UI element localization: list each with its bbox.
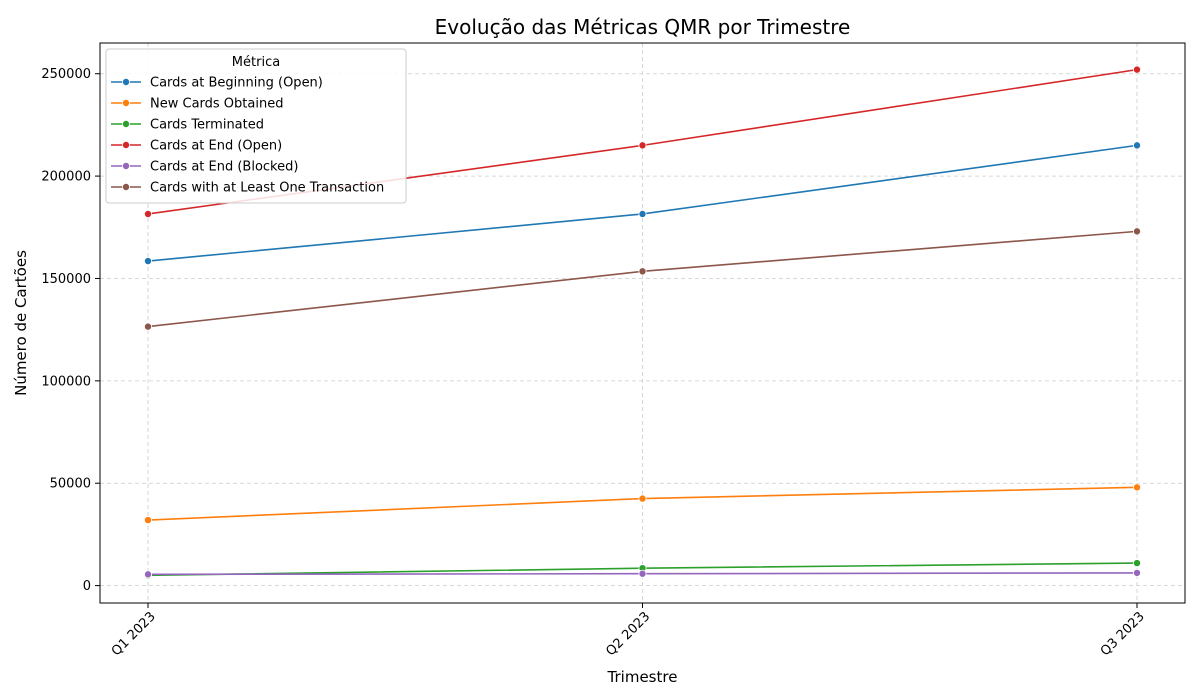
legend-swatch-marker — [122, 78, 131, 87]
data-point — [1133, 483, 1142, 492]
y-tick-label: 50000 — [50, 477, 91, 492]
data-point — [638, 209, 647, 218]
legend-title: Métrica — [232, 55, 280, 70]
legend-box — [105, 48, 407, 204]
legend-swatch-marker — [122, 99, 131, 108]
data-point — [1133, 227, 1142, 236]
data-point — [143, 516, 152, 525]
data-point — [143, 209, 152, 218]
legend-items: Cards at Beginning (Open) New Cards Obtai… — [111, 76, 384, 196]
y-tick-label: 250000 — [41, 67, 91, 82]
legend-swatch-marker — [122, 140, 131, 149]
y-axis-label: Número de Cartões — [12, 250, 30, 396]
legend-label: Cards at End (Open) — [150, 139, 282, 154]
data-point — [143, 257, 152, 266]
x-axis-ticks: Q1 2023 Q2 2023 Q3 2023 — [109, 603, 1148, 659]
y-tick-label: 100000 — [41, 374, 91, 389]
legend-item: Cards at End (Blocked) — [111, 160, 298, 175]
y-tick-label: 200000 — [41, 170, 91, 185]
series-4 — [143, 568, 1142, 579]
legend-item: Cards Terminated — [111, 118, 264, 133]
data-point — [638, 569, 647, 578]
legend-swatch-marker — [122, 182, 131, 191]
data-point — [143, 322, 152, 331]
data-point — [1133, 568, 1142, 577]
chart-title: Evolução das Métricas QMR por Trimestre — [435, 15, 851, 39]
y-tick-label: 0 — [83, 579, 91, 594]
x-tick-label: Q3 2023 — [1098, 609, 1148, 659]
x-axis-label: Trimestre — [607, 668, 678, 686]
data-point — [638, 267, 647, 276]
x-tick-label: Q2 2023 — [603, 609, 653, 659]
legend-label: Cards at Beginning (Open) — [150, 76, 323, 91]
x-tick-label: Q1 2023 — [109, 609, 159, 659]
data-point — [1133, 559, 1142, 568]
data-point — [638, 141, 647, 150]
legend-item: Cards with at Least One Transaction — [111, 181, 384, 196]
y-tick-label: 150000 — [41, 272, 91, 287]
series-5 — [143, 227, 1142, 331]
data-point — [1133, 65, 1142, 74]
data-point — [143, 570, 152, 579]
legend-item: Cards at End (Open) — [111, 139, 282, 154]
legend-swatch-marker — [122, 161, 131, 170]
data-point — [638, 494, 647, 503]
y-axis-ticks: 0 50000 100000 150000 200000 250000 — [41, 67, 100, 594]
legend-label: Cards with at Least One Transaction — [150, 181, 384, 196]
legend-label: New Cards Obtained — [150, 97, 283, 112]
legend-label: Cards at End (Blocked) — [150, 160, 298, 175]
legend: Métrica Cards at Beginning (Open) New Car… — [105, 48, 407, 204]
legend-label: Cards Terminated — [150, 118, 264, 133]
legend-item: Cards at Beginning (Open) — [111, 76, 323, 91]
series-0 — [143, 141, 1142, 266]
data-point — [1133, 141, 1142, 150]
legend-item: New Cards Obtained — [111, 97, 283, 112]
series-1 — [143, 483, 1142, 525]
legend-swatch-marker — [122, 120, 131, 129]
